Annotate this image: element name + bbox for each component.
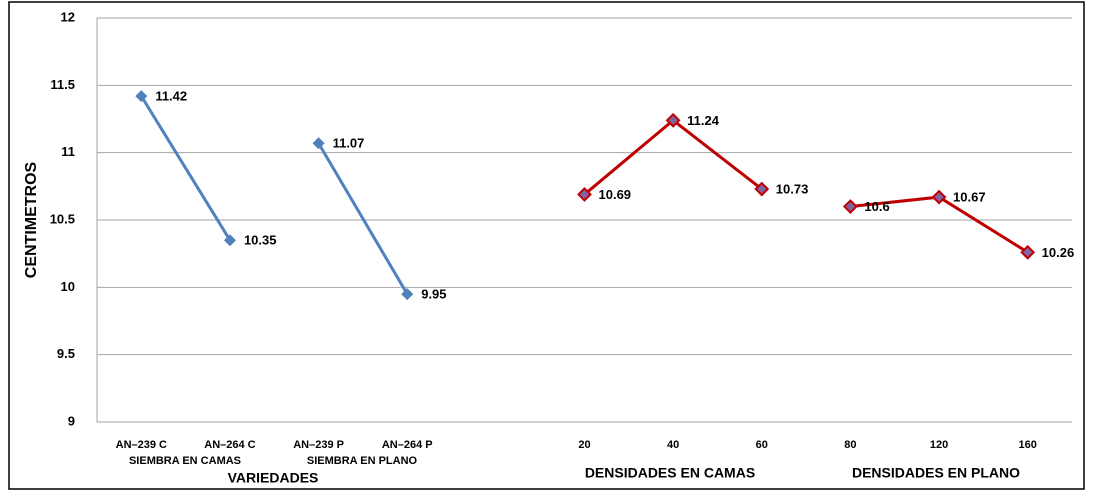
y-tick-label: 9.5 — [57, 346, 75, 361]
x-tick-label: 80 — [844, 439, 856, 451]
data-label: 10.26 — [1042, 245, 1075, 260]
x-tick-label: 120 — [930, 439, 948, 451]
data-label: 9.95 — [421, 287, 446, 302]
x-tick-label: 40 — [667, 439, 679, 451]
x-tick-label: AN–239 P — [293, 439, 344, 451]
data-label: 10.73 — [776, 181, 809, 196]
y-tick-label: 11 — [61, 144, 75, 159]
series-line — [317, 142, 409, 295]
group-label: SIEMBRA EN PLANO — [307, 455, 418, 467]
data-point — [223, 234, 236, 247]
y-tick-label: 10.5 — [50, 211, 75, 226]
data-point — [135, 90, 148, 103]
x-tick-label: 20 — [578, 439, 590, 451]
data-label: 11.24 — [687, 113, 720, 128]
data-point — [842, 199, 858, 214]
data-point — [931, 189, 947, 205]
x-tick-label: AN–264 C — [204, 439, 255, 451]
group-label: SIEMBRA EN CAMAS — [129, 455, 241, 467]
group-label: DENSIDADES EN CAMAS — [585, 465, 755, 481]
group-label: VARIEDADES — [228, 470, 319, 486]
data-point — [312, 137, 325, 150]
y-axis-label: CENTIMETROS — [23, 161, 40, 278]
data-label: 10.67 — [953, 190, 986, 205]
x-tick-label: 160 — [1019, 439, 1037, 451]
data-label: 10.69 — [599, 187, 632, 202]
y-tick-label: 12 — [61, 9, 75, 24]
series-line — [140, 95, 232, 241]
data-point — [1020, 244, 1036, 260]
data-label: 10.6 — [864, 199, 889, 214]
data-label: 10.35 — [244, 233, 277, 248]
data-label: 11.07 — [333, 136, 365, 151]
x-tick-label: AN–264 P — [382, 439, 433, 451]
x-tick-label: AN–239 C — [116, 439, 167, 451]
group-label: DENSIDADES EN PLANO — [852, 465, 1020, 481]
data-point — [577, 186, 592, 202]
data-point — [401, 288, 414, 301]
data-point — [665, 112, 681, 128]
x-tick-label: 60 — [756, 439, 768, 451]
y-tick-label: 9 — [68, 413, 75, 428]
y-tick-label: 10 — [61, 279, 75, 294]
chart-border — [8, 1, 1085, 490]
y-tick-label: 11.5 — [50, 77, 75, 92]
data-point — [754, 181, 770, 197]
data-label: 11.42 — [155, 89, 187, 104]
series-line — [583, 118, 763, 196]
